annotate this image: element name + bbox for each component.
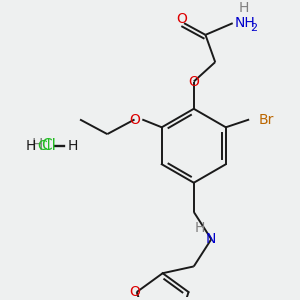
Text: Cl: Cl xyxy=(37,139,51,153)
Text: 2: 2 xyxy=(250,23,257,33)
Text: O: O xyxy=(129,112,140,127)
Text: H: H xyxy=(238,1,249,15)
Text: O: O xyxy=(177,12,188,26)
Text: H: H xyxy=(67,139,78,153)
Text: H: H xyxy=(194,220,205,235)
Text: NH: NH xyxy=(235,16,255,30)
Text: H: H xyxy=(31,138,43,153)
Text: Br: Br xyxy=(259,112,274,127)
Text: H: H xyxy=(26,139,36,153)
Text: N: N xyxy=(206,232,217,246)
Text: O: O xyxy=(188,75,199,88)
Text: Cl: Cl xyxy=(41,138,56,153)
Text: O: O xyxy=(129,285,140,299)
